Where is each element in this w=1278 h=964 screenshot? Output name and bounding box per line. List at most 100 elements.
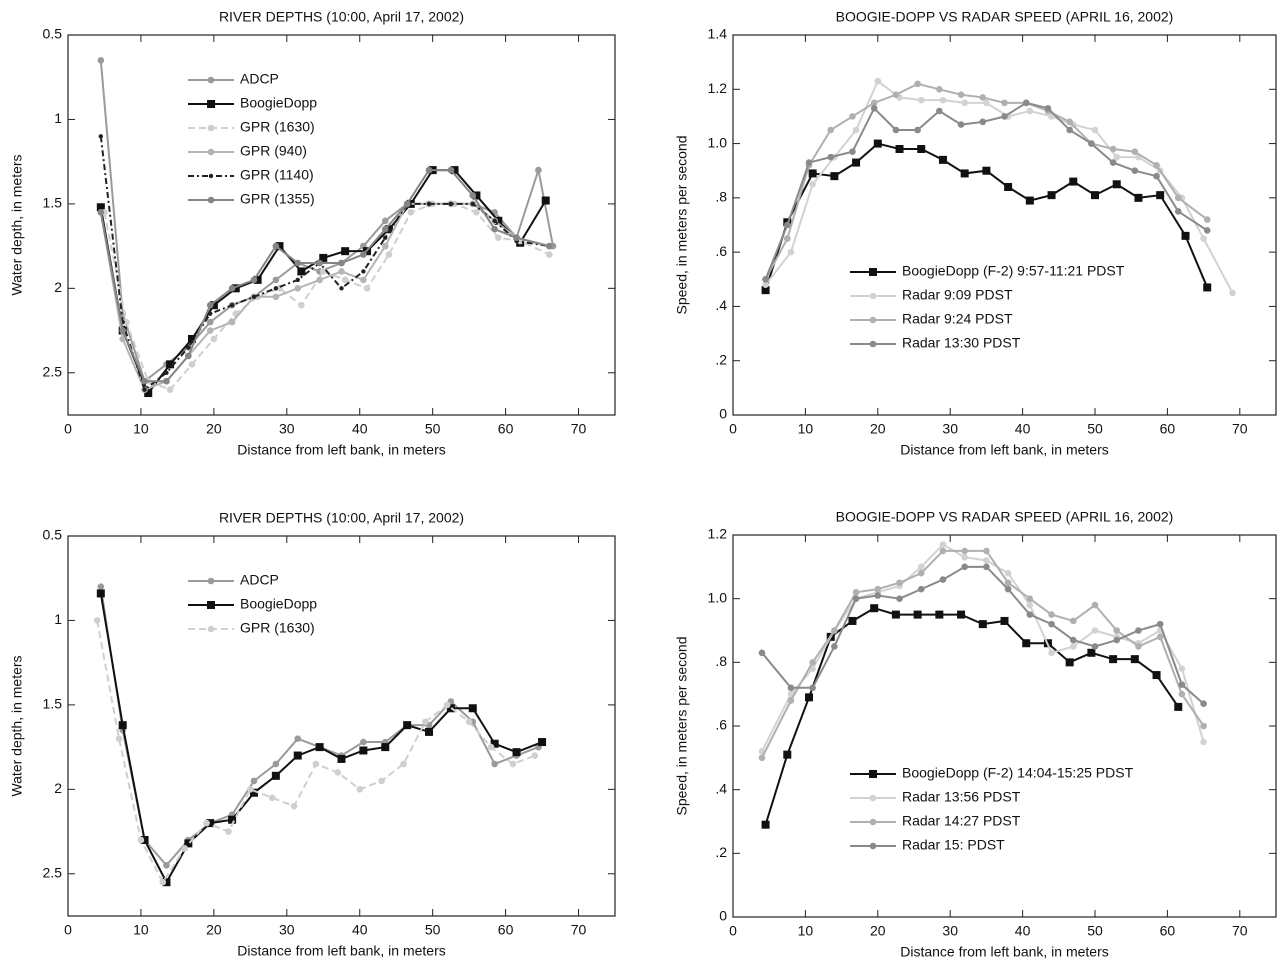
marker	[98, 134, 104, 139]
marker	[848, 616, 857, 625]
marker	[758, 754, 766, 762]
marker	[316, 276, 323, 284]
y-tick-label: 1.0	[708, 134, 728, 150]
y-tick-label: 0	[719, 406, 727, 422]
chart-title: RIVER DEPTHS (10:00, April 17, 2002)	[219, 510, 464, 526]
marker	[805, 693, 814, 702]
marker	[341, 276, 349, 284]
x-tick-label: 30	[942, 421, 958, 437]
marker	[936, 85, 943, 93]
marker	[465, 718, 473, 726]
marker	[97, 583, 105, 590]
y-tick-label: 2.5	[43, 363, 63, 379]
marker	[960, 169, 969, 178]
marker	[805, 159, 813, 166]
y-axis-label: Water depth, in meters	[9, 154, 25, 295]
marker	[231, 284, 240, 293]
x-tick-label: 10	[133, 922, 149, 938]
marker	[762, 275, 769, 283]
chart-title: BOOGIE-DOPP VS RADAR SPEED (APRIL 16, 20…	[836, 509, 1174, 525]
marker	[1069, 617, 1077, 625]
marker	[870, 99, 878, 107]
x-tick-label: 30	[279, 922, 295, 938]
marker	[869, 770, 877, 778]
x-tick-label: 20	[206, 421, 222, 437]
marker	[869, 340, 877, 348]
marker	[185, 352, 192, 360]
marker	[895, 145, 904, 153]
chart-title: RIVER DEPTHS (10:00, April 17, 2002)	[219, 9, 464, 25]
x-tick-label: 50	[1087, 421, 1103, 437]
marker	[1066, 118, 1073, 126]
x-tick-label: 60	[1160, 421, 1176, 437]
y-tick-label: .6	[715, 717, 727, 733]
marker	[874, 592, 882, 599]
x-tick-label: 30	[279, 421, 295, 437]
marker	[137, 836, 145, 844]
marker	[830, 172, 839, 181]
marker	[271, 771, 280, 780]
marker	[97, 57, 105, 64]
marker	[1156, 191, 1165, 200]
y-tick-label: 1	[54, 110, 62, 126]
marker	[1026, 107, 1034, 115]
legend-label: ADCP	[240, 71, 279, 87]
x-tick-label: 60	[498, 922, 514, 938]
marker	[896, 595, 903, 602]
marker	[1087, 648, 1096, 657]
marker	[913, 610, 922, 619]
marker	[1178, 690, 1186, 698]
marker	[181, 845, 188, 852]
y-tick-label: 0	[719, 908, 727, 924]
marker	[870, 104, 878, 112]
marker	[914, 126, 921, 134]
marker	[186, 345, 191, 350]
y-tick-label: 1.4	[708, 26, 728, 42]
legend-label: GPR (1630)	[240, 119, 315, 135]
marker	[1044, 104, 1052, 112]
marker	[1065, 658, 1074, 667]
marker	[957, 121, 965, 128]
marker	[939, 96, 947, 104]
marker	[361, 269, 366, 274]
marker	[422, 718, 429, 726]
marker	[407, 209, 415, 216]
marker	[403, 721, 412, 730]
marker	[1004, 585, 1012, 593]
y-axis-label: Water depth, in meters	[9, 655, 25, 796]
x-tick-label: 0	[729, 923, 737, 939]
marker	[1181, 231, 1190, 240]
marker	[869, 316, 877, 324]
legend-label: BoogieDopp	[240, 95, 317, 111]
marker	[470, 201, 475, 207]
x-tick-label: 40	[1015, 923, 1031, 939]
marker	[492, 218, 497, 223]
marker	[1153, 161, 1160, 169]
marker	[869, 292, 877, 300]
marker	[849, 113, 856, 120]
marker	[983, 557, 990, 564]
y-tick-label: 1.2	[708, 80, 728, 96]
panel: BOOGIE-DOPP VS RADAR SPEED (APRIL 16, 20…	[674, 9, 1277, 458]
marker	[1025, 196, 1034, 205]
marker	[360, 251, 367, 258]
marker	[249, 788, 258, 797]
marker	[115, 735, 123, 742]
series-line	[96, 620, 536, 885]
marker	[163, 862, 170, 869]
y-tick-label: 2	[54, 780, 62, 796]
marker	[312, 760, 320, 768]
marker	[1069, 177, 1078, 186]
marker	[852, 158, 861, 167]
marker	[384, 225, 393, 234]
marker	[1200, 700, 1207, 708]
x-tick-label: 50	[425, 421, 441, 437]
marker	[272, 293, 280, 301]
marker	[874, 585, 882, 593]
series-line	[99, 60, 554, 383]
series-line	[103, 202, 550, 391]
marker	[869, 794, 877, 802]
legend-label: Radar 13:56 PDST	[902, 789, 1021, 805]
marker	[783, 750, 792, 759]
